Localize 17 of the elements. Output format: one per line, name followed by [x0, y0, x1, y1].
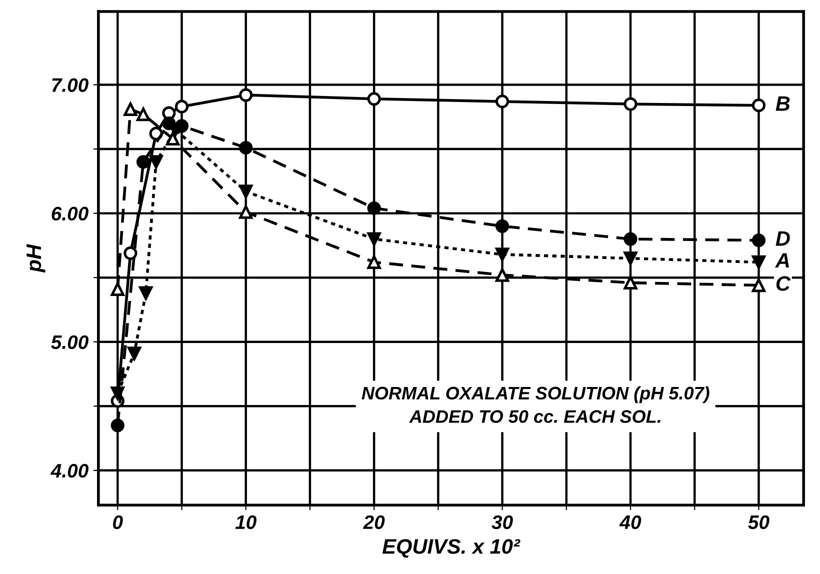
series-label: A — [774, 253, 789, 268]
annotation: NORMAL OXALATE SOLUTION (pH 5.07) ADDED TO 50 cc. EACH SOL. — [362, 386, 710, 423]
series-label: C — [776, 276, 791, 291]
x-tick-label: 30 — [492, 515, 513, 530]
x-tick-label: 10 — [235, 515, 256, 530]
x-tick-label: 0 — [113, 515, 123, 530]
y-tick-label: 6.00 — [52, 206, 88, 221]
y-tick-label: 7.00 — [52, 78, 88, 92]
series-label: B — [776, 96, 790, 111]
y-tick-label: 5.00 — [51, 335, 88, 350]
x-tick-label: 50 — [748, 515, 770, 530]
x-axis-title: EQUIVS. x 10² — [382, 539, 520, 558]
y-tick-label: 4.00 — [50, 464, 88, 478]
x-tick-label: 20 — [362, 515, 385, 530]
y-axis-title: pH — [26, 244, 46, 273]
series-label: D — [776, 231, 790, 246]
x-tick-label: 40 — [619, 515, 642, 530]
